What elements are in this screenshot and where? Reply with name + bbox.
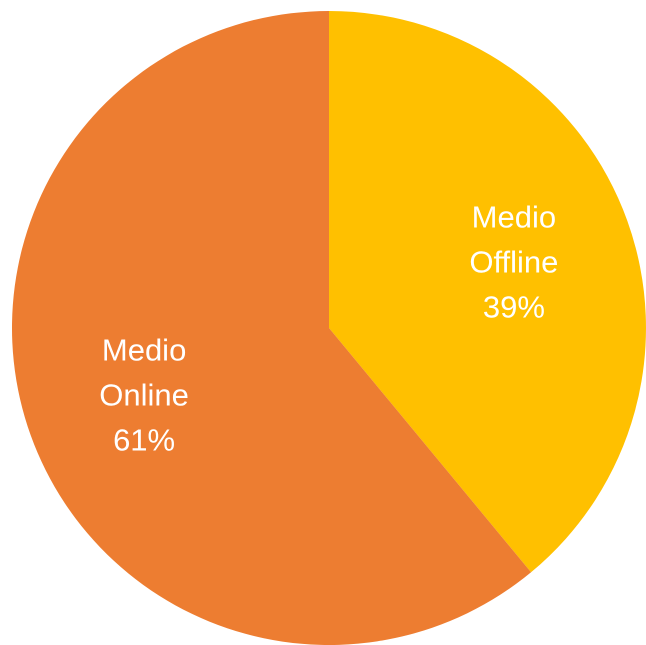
data-label-name-line: Online bbox=[99, 378, 189, 413]
pie-data-labels: Medio Offline 39% Medio Online 61% bbox=[99, 199, 558, 457]
data-label-percent: 61% bbox=[113, 423, 175, 458]
pie-slice-medio-online bbox=[12, 11, 532, 645]
data-label-name-line: Offline bbox=[469, 244, 558, 279]
data-label-name-line: Medio bbox=[102, 333, 186, 368]
pie-slices bbox=[12, 11, 646, 645]
data-label-percent: 39% bbox=[483, 289, 545, 324]
data-label-medio-offline: Medio Offline 39% bbox=[469, 199, 558, 324]
data-label-name-line: Medio bbox=[472, 199, 556, 234]
data-label-medio-online: Medio Online 61% bbox=[99, 333, 189, 458]
pie-slice-medio-offline bbox=[329, 11, 646, 573]
